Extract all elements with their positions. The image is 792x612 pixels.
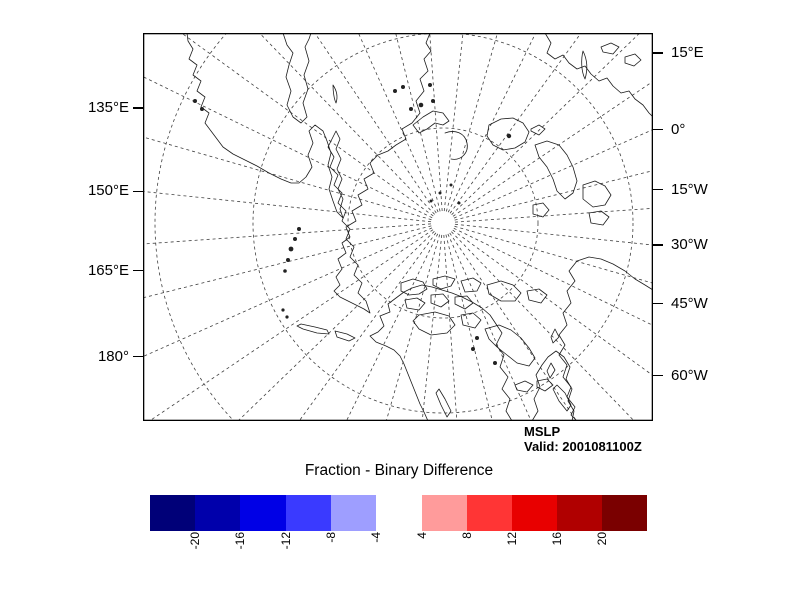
meridian-line — [451, 33, 641, 215]
meridian-line — [445, 33, 498, 212]
positive-colorbar-tick-label: 8 — [459, 532, 474, 539]
positive-colorbar — [421, 495, 648, 531]
meridian-line — [449, 232, 578, 421]
graticule-dashed-grid — [143, 33, 653, 421]
left-axis-label: 150°E — [87, 182, 129, 200]
right-axis-tick — [653, 128, 663, 131]
coastline-scandinavia — [544, 33, 653, 118]
negative-colorbar-tick-label: -8 — [323, 532, 338, 543]
meridian-line — [454, 223, 653, 246]
positive-colorbar-tick-label: 16 — [550, 532, 565, 546]
latitude-circle — [252, 33, 634, 414]
right-axis-tick — [653, 52, 663, 54]
meridian-line — [421, 234, 443, 421]
left-axis-label: 165°E — [87, 261, 129, 279]
right-axis-tick — [653, 244, 663, 246]
coastline-hudson-east — [531, 350, 575, 421]
meridian-line — [143, 225, 432, 299]
right-axis-label: 45°W — [671, 294, 708, 312]
meridian-line — [143, 191, 432, 223]
meridian-line — [143, 136, 432, 221]
positive-colorbar-tick-label: 4 — [414, 532, 429, 539]
right-axis-tick — [653, 374, 663, 377]
left-axis-tick — [133, 107, 143, 109]
positive-colorbar-tick-label: 12 — [504, 532, 519, 546]
legend-title: Fraction - Binary Difference — [304, 462, 494, 479]
coastline-siberia — [186, 33, 432, 314]
left-axis-tick — [133, 269, 143, 272]
coastline-alaska-south — [369, 315, 429, 421]
negative-colorbar-segment — [240, 495, 286, 531]
negative-colorbar-tick-label: -20 — [188, 532, 203, 550]
right-axis-label: 0° — [671, 120, 686, 138]
left-axis-tick — [133, 355, 143, 358]
negative-colorbar-tick-label: -12 — [278, 532, 293, 550]
negative-colorbar-segment — [195, 495, 241, 531]
right-axis-label: 30°W — [671, 236, 708, 254]
polar-map — [143, 33, 653, 421]
positive-colorbar-tick-label: 20 — [595, 532, 610, 546]
meridian-line — [454, 207, 653, 223]
meridian-line — [345, 233, 439, 421]
meridian-line — [143, 223, 432, 245]
coastline-curved-bay — [444, 131, 468, 160]
meridian-line — [180, 33, 434, 217]
map-caption: MSLP Valid: 2001081100Z — [524, 424, 642, 454]
left-axis-label: 135°E — [87, 98, 129, 116]
right-axis-label: 15°E — [671, 43, 704, 61]
coastline-crescent-island-2 — [581, 50, 588, 80]
positive-colorbar-segment — [557, 495, 603, 531]
meridian-line — [445, 234, 493, 421]
negative-colorbar-tick-label: -16 — [233, 532, 248, 550]
meridian-line — [453, 227, 653, 326]
negative-colorbar-segment — [285, 495, 331, 531]
coastline-alaska-north — [379, 284, 513, 421]
positive-colorbar-segment — [421, 495, 467, 531]
meridian-line — [443, 234, 458, 421]
right-axis-label: 15°W — [671, 180, 708, 198]
right-axis-label: 60°W — [671, 366, 708, 384]
negative-colorbar-segment — [150, 495, 196, 531]
coastline-alexander-arch — [435, 388, 452, 418]
meridian-line — [454, 170, 653, 221]
coastline-greenland-north — [576, 256, 653, 291]
left-axis-tick — [133, 190, 143, 193]
left-axis-label: 180° — [97, 347, 129, 365]
coastline-kuril-chain — [283, 227, 301, 273]
coastline-okhotsk-strip — [282, 33, 312, 124]
negative-colorbar-segment — [330, 495, 376, 531]
meridian-line — [395, 33, 441, 212]
negative-colorbar — [150, 495, 376, 531]
positive-colorbar-segment — [466, 495, 512, 531]
coastline-svalbard-cluster — [486, 117, 530, 151]
right-axis-tick — [653, 188, 663, 191]
coastline-small-islands — [193, 83, 512, 365]
negative-colorbar-tick-label: -4 — [369, 532, 383, 543]
coastline-crescent-island-1 — [332, 84, 338, 104]
coastline-aleutians — [296, 323, 330, 335]
meridian-line — [452, 80, 653, 217]
meridian-line — [452, 229, 653, 377]
meridian-line — [451, 231, 635, 421]
caption-valid-time: Valid: 2001081100Z — [524, 439, 642, 454]
positive-colorbar-segment — [511, 495, 558, 531]
coastline-canadian-archipelago — [400, 275, 548, 367]
positive-colorbar-segment — [602, 495, 648, 531]
caption-variable: MSLP — [524, 424, 561, 439]
right-axis-tick — [653, 302, 663, 305]
map-frame — [143, 33, 653, 421]
meridian-line — [258, 33, 435, 215]
coastline-taymyr — [412, 110, 450, 134]
latitude-circle — [347, 127, 539, 319]
coastline — [186, 33, 653, 421]
meridian-line — [449, 33, 582, 214]
meridian-line — [453, 129, 653, 219]
coastline-greenland-west — [558, 260, 578, 421]
meridian-line — [429, 33, 443, 212]
